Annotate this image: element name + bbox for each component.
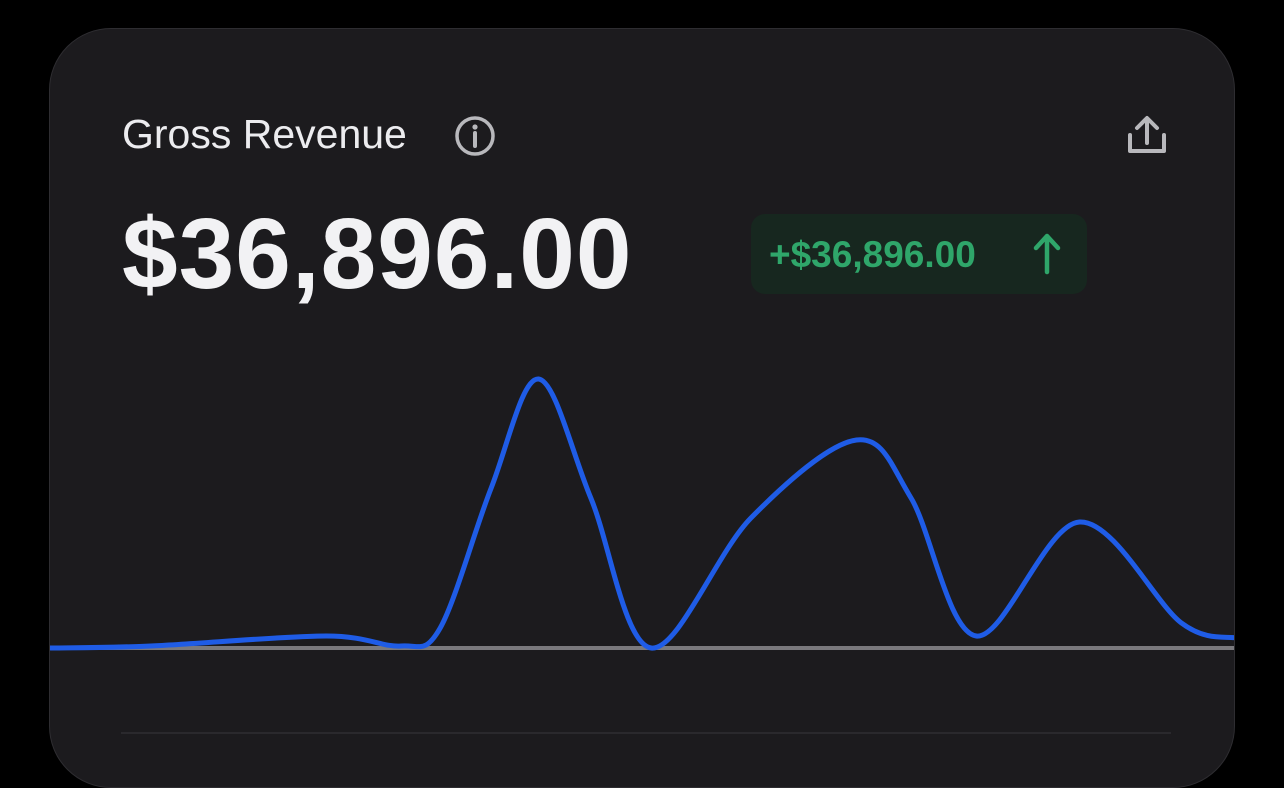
revenue-line xyxy=(50,376,1234,651)
page: Gross Revenue $36,896.00 +$36,896.00 (()… xyxy=(49,28,1235,788)
amount: $36,896.00 xyxy=(122,198,633,310)
share-icon[interactable] xyxy=(1122,113,1172,163)
up-arrow xyxy=(1033,233,1061,275)
change-badge: +$36,896.00 xyxy=(751,214,1087,294)
change-value: +$36,896.00 xyxy=(769,234,976,275)
card-title: Gross Revenue xyxy=(122,111,407,157)
info-icon[interactable] xyxy=(450,109,510,169)
revenue-card: Gross Revenue $36,896.00 +$36,896.00 xyxy=(49,28,1235,788)
chart xyxy=(50,376,1234,734)
